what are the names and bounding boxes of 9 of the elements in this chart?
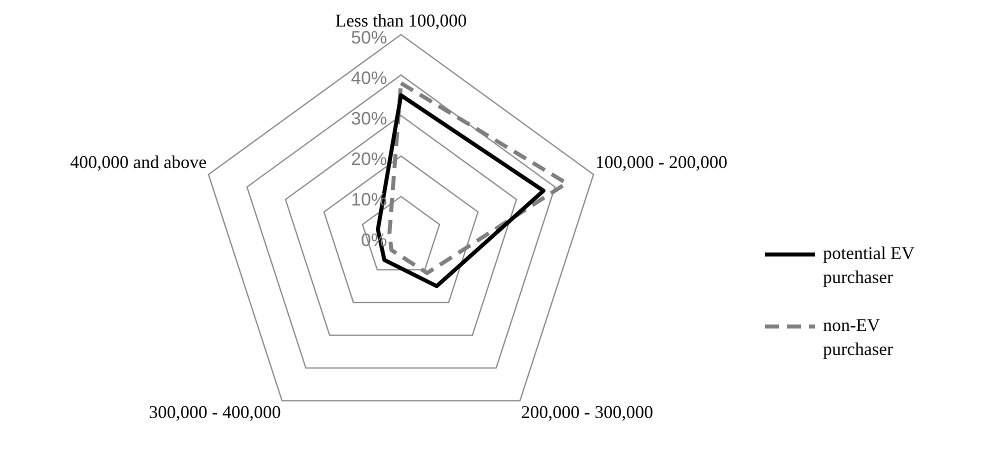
spoke-label: 100,000 - 200,000	[595, 152, 728, 172]
spoke-label: 300,000 - 400,000	[148, 402, 281, 422]
y-tick-label: 30%	[350, 108, 387, 129]
legend-label: potential EV purchaser	[823, 243, 914, 288]
legend-label: non-EV purchaser	[823, 315, 893, 360]
spoke-label: 400,000 and above	[70, 152, 207, 172]
y-tick-label: 20%	[350, 149, 387, 170]
spoke-label: 200,000 - 300,000	[521, 402, 654, 422]
y-tick-label: 40%	[350, 68, 387, 88]
